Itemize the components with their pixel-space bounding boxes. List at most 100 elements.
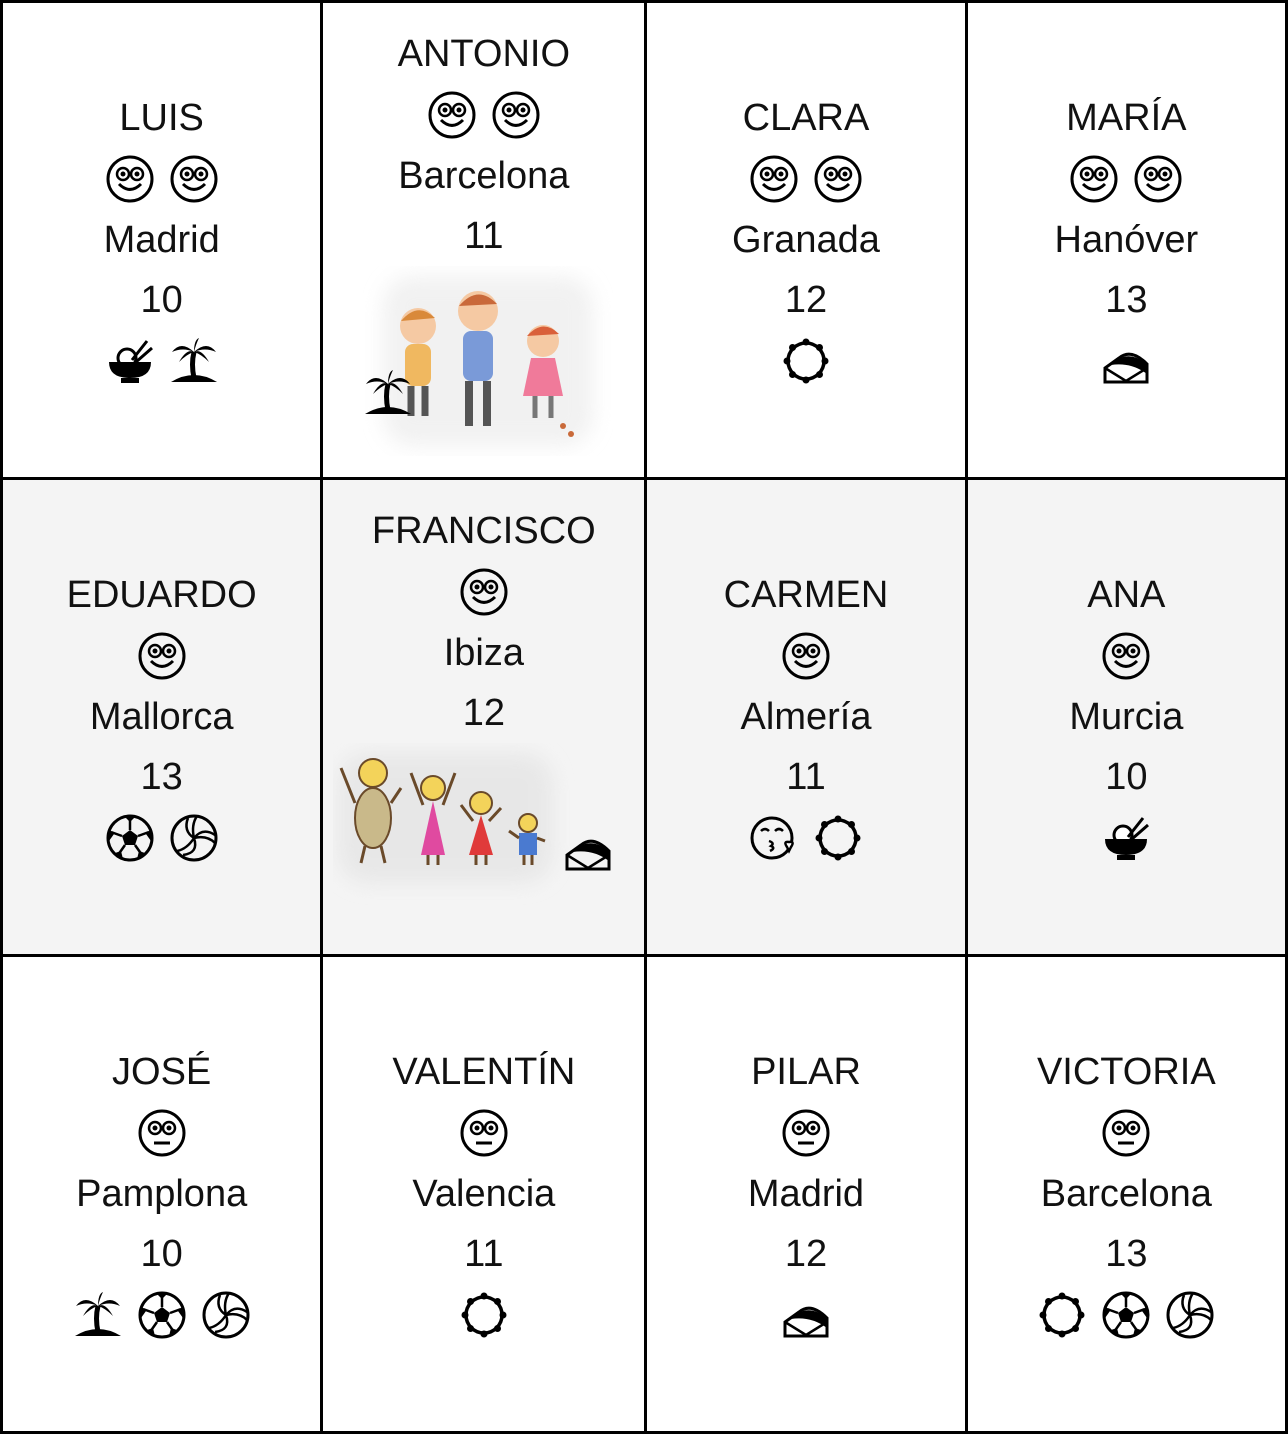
city: Almería — [740, 696, 872, 738]
kids-drawing — [338, 753, 554, 883]
card: LUIS Madrid 10 — [3, 3, 321, 477]
hobbies — [98, 807, 226, 869]
name: ANTONIO — [397, 33, 571, 75]
card: CLARA Granada 12 — [647, 3, 965, 477]
faces — [98, 148, 226, 210]
soccer-icon — [1101, 1290, 1151, 1340]
hobbies — [452, 1284, 516, 1346]
card: FRANCISCO Ibiza 12 — [323, 480, 645, 954]
happy-face — [169, 154, 219, 204]
age: 10 — [140, 279, 183, 321]
city: Madrid — [747, 1173, 865, 1215]
bowl-icon — [105, 336, 155, 386]
happy-face — [491, 90, 541, 140]
sun-icon — [813, 813, 863, 863]
happy-face — [137, 631, 187, 681]
hobbies — [66, 1284, 258, 1346]
city: Mallorca — [89, 696, 234, 738]
happy-face — [459, 567, 509, 617]
soccer-icon — [137, 1290, 187, 1340]
faces — [452, 1102, 516, 1164]
faces — [742, 148, 870, 210]
kids-drawing — [383, 276, 594, 446]
age: 10 — [140, 1233, 183, 1275]
name: JOSÉ — [112, 1051, 212, 1093]
sun-icon — [459, 1290, 509, 1340]
name: CARMEN — [723, 574, 889, 616]
city: Ibiza — [443, 632, 524, 674]
faces — [1094, 625, 1158, 687]
hobbies — [774, 330, 838, 392]
sun-icon — [1037, 1290, 1087, 1340]
city: Murcia — [1069, 696, 1184, 738]
faces — [1094, 1102, 1158, 1164]
happy-face — [427, 90, 477, 140]
name: FRANCISCO — [371, 510, 596, 552]
age: 11 — [464, 215, 504, 257]
faces — [130, 1102, 194, 1164]
faces — [420, 84, 548, 146]
name: ANA — [1087, 574, 1166, 616]
name: CLARA — [742, 97, 870, 139]
city: Madrid — [103, 219, 220, 261]
age: 13 — [1105, 1233, 1148, 1275]
age: 13 — [140, 756, 183, 798]
name: MARÍA — [1066, 97, 1187, 139]
city: Hanóver — [1054, 219, 1199, 261]
city: Granada — [732, 219, 880, 261]
city: Barcelona — [1040, 1173, 1212, 1215]
card: VICTORIA Barcelona 13 — [967, 957, 1285, 1431]
happy-face — [749, 154, 799, 204]
hobbies — [1094, 807, 1158, 869]
faces — [452, 561, 516, 623]
palm-icon — [363, 368, 413, 418]
card: ANA Murcia 10 — [967, 480, 1285, 954]
faces — [774, 1102, 838, 1164]
card: CARMEN Almería 11 — [647, 480, 965, 954]
neutral-face — [137, 1108, 187, 1158]
age: 11 — [786, 756, 826, 798]
picture — [323, 266, 644, 456]
happy-face — [1101, 631, 1151, 681]
kiss-icon — [749, 813, 799, 863]
palm-icon — [169, 336, 219, 386]
hobbies — [98, 330, 226, 392]
city: Pamplona — [76, 1173, 248, 1215]
card: ANTONIO Barcelona 11 — [323, 3, 645, 477]
hobbies — [742, 807, 870, 869]
volleyball-icon — [1165, 1290, 1215, 1340]
bowl-icon — [1101, 813, 1151, 863]
city: Valencia — [412, 1173, 556, 1215]
volleyball-icon — [169, 813, 219, 863]
card: JOSÉ Pamplona 10 — [3, 957, 321, 1431]
happy-face — [813, 154, 863, 204]
neutral-face — [1101, 1108, 1151, 1158]
happy-face — [781, 631, 831, 681]
name: VALENTÍN — [392, 1051, 576, 1093]
age: 12 — [462, 692, 505, 734]
city: Barcelona — [398, 155, 570, 197]
neutral-face — [781, 1108, 831, 1158]
soccer-icon — [105, 813, 155, 863]
shoe-icon — [1101, 336, 1151, 386]
age: 10 — [1105, 756, 1148, 798]
volleyball-icon — [201, 1290, 251, 1340]
card: VALENTÍN Valencia 11 — [323, 957, 645, 1431]
picture — [323, 743, 644, 933]
hobbies — [774, 1284, 838, 1346]
faces — [130, 625, 194, 687]
sun-icon — [781, 336, 831, 386]
card: EDUARDO Mallorca 13 — [3, 480, 321, 954]
happy-face — [1069, 154, 1119, 204]
age: 12 — [784, 279, 828, 321]
name: VICTORIA — [1036, 1051, 1216, 1093]
faces — [774, 625, 838, 687]
age: 13 — [1105, 279, 1148, 321]
age: 12 — [784, 1233, 828, 1275]
age: 11 — [464, 1233, 504, 1275]
shoe-icon — [563, 823, 613, 873]
happy-face — [105, 154, 155, 204]
name: LUIS — [119, 97, 204, 139]
